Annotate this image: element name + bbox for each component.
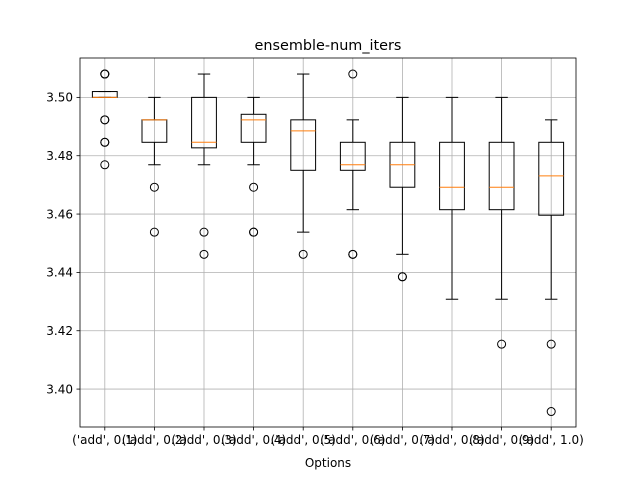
x-tick-label: ('add', 0.6): [320, 433, 385, 447]
y-tick-label: 3.44: [46, 266, 73, 280]
flier-point: [298, 249, 308, 259]
flier-point: [348, 69, 358, 79]
flier-point: [546, 339, 556, 349]
y-tick-label: 3.48: [46, 149, 73, 163]
x-tick-label: ('add', 0.7): [370, 433, 435, 447]
box-3: [191, 73, 217, 259]
plot-frame: [79, 57, 577, 428]
axis-layer: 3.403.423.443.463.483.50('add', 0.1)('ad…: [46, 57, 584, 447]
box-layer: [91, 69, 565, 417]
box-2: [141, 96, 168, 237]
flier-point: [497, 339, 507, 349]
box-5: [290, 73, 317, 259]
x-tick-label: ('add', 0.1): [72, 433, 137, 447]
y-tick-label: 3.50: [46, 91, 73, 105]
flier-point: [199, 249, 209, 259]
flier-point: [199, 227, 209, 237]
flier-point: [249, 182, 259, 192]
x-tick-label: ('add', 0.8): [419, 433, 484, 447]
y-tick-label: 3.42: [46, 324, 73, 338]
flier-point: [397, 272, 407, 282]
x-tick-label: ('add', 0.3): [171, 433, 236, 447]
flier-point: [100, 69, 110, 79]
box-10: [538, 119, 565, 417]
flier-point: [100, 115, 110, 125]
box-7: [389, 96, 416, 282]
box-6: [339, 69, 366, 259]
flier-point: [348, 249, 358, 259]
flier-point: [149, 227, 159, 237]
x-tick-label: ('add', 0.4): [221, 433, 286, 447]
box-8: [439, 96, 465, 300]
flier-point: [149, 182, 159, 192]
y-tick-label: 3.40: [46, 382, 73, 396]
box-4: [240, 96, 267, 237]
flier-point: [100, 137, 110, 147]
x-tick-label: ('add', 0.9): [469, 433, 534, 447]
chart-title: ensemble-num_iters: [255, 38, 402, 54]
x-axis-label: Options: [305, 456, 351, 470]
flier-point: [546, 407, 556, 417]
x-tick-label: ('add', 0.2): [122, 433, 187, 447]
flier-point: [100, 160, 110, 170]
x-tick-label: ('add', 1.0): [519, 433, 584, 447]
x-tick-label: ('add', 0.5): [271, 433, 336, 447]
box-9: [488, 96, 515, 349]
box-1: [91, 69, 118, 170]
y-tick-label: 3.46: [46, 207, 73, 221]
flier-point: [249, 227, 259, 237]
